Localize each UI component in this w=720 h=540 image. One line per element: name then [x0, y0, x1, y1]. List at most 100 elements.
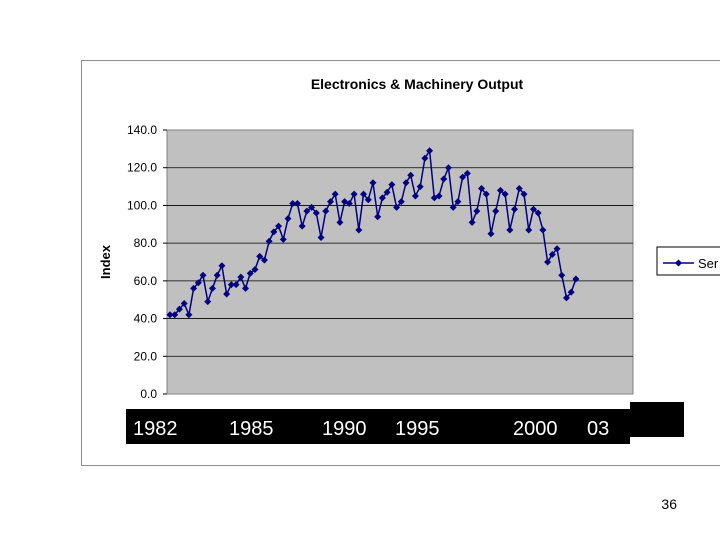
data-point: [544, 258, 552, 266]
legend-label: Ser: [698, 256, 719, 271]
data-point: [378, 194, 386, 202]
data-point: [293, 200, 301, 208]
data-point: [558, 271, 566, 279]
y-axis-label: Index: [98, 244, 113, 279]
data-point: [496, 186, 504, 194]
data-point: [567, 288, 575, 296]
y-tick-label: 100.0: [127, 198, 157, 212]
overlay-year: 1985: [229, 418, 274, 440]
series-points: [166, 147, 580, 319]
data-point: [515, 184, 523, 192]
overlay-year: 1990: [322, 418, 367, 440]
data-point: [175, 305, 183, 313]
data-point: [331, 190, 339, 198]
data-point: [572, 275, 580, 283]
data-point: [487, 230, 495, 238]
data-point: [421, 154, 429, 162]
overlay-year: 1982: [133, 418, 178, 440]
plot-area: [166, 129, 634, 395]
data-point: [562, 294, 570, 302]
y-axis-ticks: 0.0 20.0 40.0 60.0 80.0 100.0 120.0 140.0: [127, 123, 167, 401]
data-point: [171, 311, 179, 319]
data-point: [308, 203, 316, 211]
data-point: [369, 179, 377, 187]
data-point: [322, 207, 330, 215]
data-point: [312, 209, 320, 217]
data-point: [468, 218, 476, 226]
data-point: [284, 215, 292, 223]
data-point: [180, 299, 188, 307]
data-point: [204, 298, 212, 306]
data-point: [345, 200, 353, 208]
y-tick-label: 80.0: [134, 236, 158, 250]
data-point: [270, 228, 278, 236]
data-point: [444, 164, 452, 172]
data-point: [449, 203, 457, 211]
data-point: [355, 226, 363, 234]
data-point: [397, 198, 405, 206]
data-point: [213, 271, 221, 279]
data-point: [218, 262, 226, 270]
data-point: [374, 213, 382, 221]
legend-box: [656, 246, 720, 276]
data-point: [265, 237, 273, 245]
y-tick-label: 60.0: [134, 274, 158, 288]
data-point: [298, 222, 306, 230]
data-point: [501, 190, 509, 198]
page-number: 36: [661, 496, 677, 512]
data-point: [454, 198, 462, 206]
data-point: [426, 147, 434, 155]
data-point: [166, 311, 174, 319]
data-point: [246, 269, 254, 277]
overlay-year: 03: [587, 418, 609, 440]
year-overlay-block: [630, 402, 684, 437]
data-point: [242, 284, 250, 292]
data-point: [289, 200, 297, 208]
data-point: [208, 284, 216, 292]
data-point: [232, 281, 240, 289]
data-point: [440, 175, 448, 183]
y-tick-label: 140.0: [127, 123, 157, 137]
data-point: [364, 196, 372, 204]
data-point: [492, 207, 500, 215]
legend-marker: [675, 259, 682, 267]
data-point: [326, 198, 334, 206]
data-point: [336, 218, 344, 226]
data-point: [553, 245, 561, 253]
data-point: [506, 226, 514, 234]
data-point: [223, 290, 231, 298]
chart-title: Electronics & Machinery Output: [311, 76, 524, 92]
data-point: [411, 192, 419, 200]
y-tick-label: 20.0: [134, 349, 158, 363]
data-point: [525, 226, 533, 234]
data-point: [478, 184, 486, 192]
data-point: [463, 169, 471, 177]
data-point: [402, 179, 410, 187]
data-point: [256, 252, 264, 260]
data-point: [260, 256, 268, 264]
data-point: [279, 235, 287, 243]
data-point: [473, 207, 481, 215]
data-point: [548, 250, 556, 258]
overlay-year: 1995: [395, 418, 440, 440]
y-tick-label: 120.0: [127, 161, 157, 175]
y-tick-label: 0.0: [140, 387, 157, 401]
overlay-year: 2000: [513, 418, 558, 440]
data-point: [529, 205, 537, 213]
data-point: [190, 284, 198, 292]
data-point: [317, 233, 325, 241]
data-point: [350, 190, 358, 198]
y-tick-label: 40.0: [134, 312, 158, 326]
data-point: [251, 266, 259, 274]
data-point: [237, 273, 245, 281]
data-point: [511, 205, 519, 213]
data-point: [482, 190, 490, 198]
data-point: [227, 281, 235, 289]
data-point: [185, 311, 193, 319]
data-point: [520, 190, 528, 198]
data-point: [303, 207, 311, 215]
data-point: [194, 279, 202, 287]
data-point: [275, 222, 283, 230]
data-point: [407, 171, 415, 179]
